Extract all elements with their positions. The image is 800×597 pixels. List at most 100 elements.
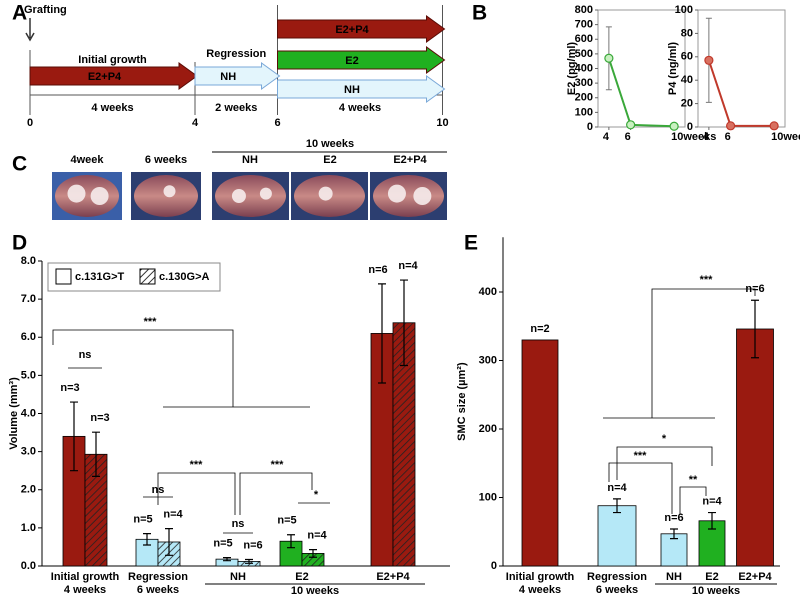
x-tick-label: NH (230, 571, 246, 583)
arrow-label: E2 (345, 55, 358, 67)
n-label: n=6 (368, 264, 387, 276)
error-bar (223, 557, 231, 562)
x-tick-label: 6 (625, 131, 631, 143)
significance-bracket (616, 446, 713, 480)
y-tick-label: 300 (479, 354, 497, 366)
photo-title: 6 weeks (145, 154, 187, 166)
timeline-arrow (277, 46, 446, 74)
x-tick-label: 4 (603, 131, 610, 143)
error-bar (165, 528, 173, 556)
n-label: n=6 (243, 539, 262, 551)
n-label: n=4 (398, 260, 418, 272)
y-tick-label: 20 (681, 98, 693, 110)
x-tick-label: E2 (705, 571, 718, 583)
x-tick-label: Initial growth (506, 571, 575, 583)
kidney (55, 175, 119, 217)
significance-bracket (52, 329, 310, 408)
y-tick-label: 500 (575, 48, 593, 60)
timeline-arrow (277, 75, 446, 103)
significance-label: * (662, 433, 667, 445)
significance-bracket (239, 472, 313, 515)
timeline-tick-label: 6 (274, 117, 280, 129)
x-tick-label: E2+P4 (376, 571, 410, 583)
y-tick-label: 2.0 (21, 484, 36, 496)
y-tick-label: 5.0 (21, 369, 36, 381)
arrow-label: NH (220, 71, 236, 83)
n-label: n=4 (607, 482, 627, 494)
error-bar (287, 534, 295, 549)
kidney (373, 175, 444, 217)
x-sublabel: 6 weeks (137, 584, 179, 596)
panel-label: B (472, 2, 487, 25)
grafting-arrow (25, 18, 35, 42)
y-tick-label: 1.0 (21, 522, 36, 534)
photo (370, 172, 447, 220)
error-bar (70, 401, 78, 472)
y-tick-label: 6.0 (21, 331, 36, 343)
significance-label: ** (689, 474, 698, 486)
data-point (769, 121, 779, 131)
photo (212, 172, 289, 220)
y-tick-label: 4.0 (21, 407, 36, 419)
bar (597, 505, 637, 567)
error-bar (309, 549, 317, 558)
photo-title: E2 (323, 154, 336, 166)
y-axis-label: Volume (mm³) (8, 377, 20, 450)
data-point (604, 53, 614, 63)
kidney (215, 175, 286, 217)
legend-label: c.130G>A (159, 271, 210, 283)
y-tick-label: 100 (479, 491, 497, 503)
significance-bracket (157, 472, 236, 515)
group-label: 10 weeks (291, 585, 339, 597)
y-tick-label: 3.0 (21, 446, 36, 458)
x-sublabel: 4 weeks (64, 584, 106, 596)
timeline-arrow (194, 62, 281, 90)
y-axis-label: SMC size (µm²) (456, 362, 468, 441)
y-tick-label: 400 (479, 286, 497, 298)
y-axis-label: E2 (pg/ml) (566, 42, 578, 96)
tumor (387, 184, 406, 203)
significance-label: *** (271, 459, 285, 471)
y-tick-label: 0 (687, 121, 693, 133)
phase-title: Initial growth (78, 54, 147, 66)
error-bar (613, 498, 621, 514)
legend-frame (47, 262, 221, 292)
x-tick-label: E2+P4 (738, 571, 772, 583)
x-tick-label: 4 (703, 131, 710, 143)
tumor (231, 189, 246, 203)
significance-label: *** (700, 274, 714, 286)
x-tick-label: Regression (587, 571, 647, 583)
y-tick-label: 40 (681, 74, 693, 86)
legend-label: c.131G>T (75, 271, 125, 283)
n-label: n=3 (60, 382, 79, 394)
n-label: n=5 (277, 515, 296, 527)
timeline-arrow (277, 15, 446, 43)
y-tick-label: 60 (681, 51, 693, 63)
error-bar (378, 283, 386, 384)
photo-title: E2+P4 (393, 154, 427, 166)
tumor (318, 186, 333, 201)
panel-label: A (12, 2, 27, 25)
panel-label: E (464, 232, 478, 255)
significance-bracket (679, 486, 707, 514)
duration-label: 4 weeks (339, 102, 381, 114)
x-tick-label: 6 (725, 131, 731, 143)
significance-bracket (608, 462, 673, 514)
n-label: n=6 (664, 512, 683, 524)
y-tick-label: 100 (675, 4, 693, 16)
bar (521, 339, 559, 567)
tumor (413, 187, 432, 205)
x-tick-label: E2 (295, 571, 308, 583)
y-tick-label: 200 (479, 423, 497, 435)
tumor (90, 187, 109, 205)
x-tick-label: 10weeks (771, 131, 800, 143)
data-point (726, 121, 736, 131)
n-label: n=5 (213, 538, 232, 550)
y-tick-label: 200 (575, 92, 593, 104)
timeline-arrow (29, 62, 198, 90)
x-tick-label: Regression (128, 571, 188, 583)
y-tick-label: 600 (575, 33, 593, 45)
data-point (669, 121, 679, 131)
x-sublabel: 6 weeks (596, 584, 638, 596)
error-bar (143, 532, 151, 546)
